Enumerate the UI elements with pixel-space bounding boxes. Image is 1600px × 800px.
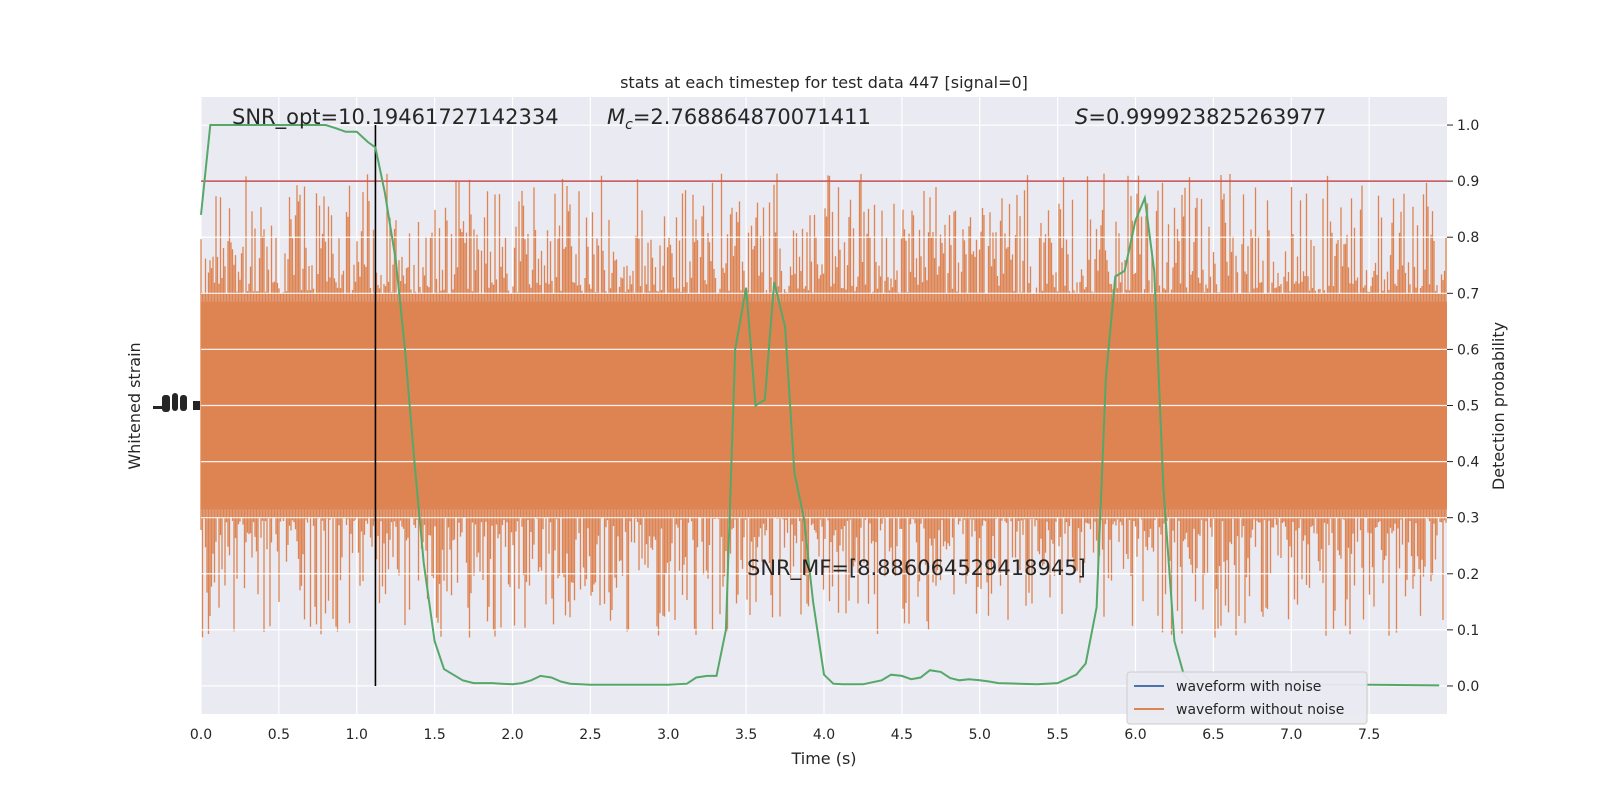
legend: waveform with noise waveform without noi… xyxy=(1126,671,1368,725)
legend-label-with-noise: waveform with noise xyxy=(1176,679,1321,695)
x-tick-label: 0.5 xyxy=(268,727,290,743)
x-tick-label: 6.5 xyxy=(1202,727,1224,743)
x-tick-label: 2.0 xyxy=(501,727,523,743)
snr-mf-annotation: SNR_MF=[8.886064529418945] xyxy=(747,556,1086,581)
chirp-mass-subscript: c xyxy=(625,117,633,133)
x-tick-label: 7.0 xyxy=(1280,727,1302,743)
right-tick-label: 0.7 xyxy=(1457,286,1479,302)
x-axis-label: Time (s) xyxy=(790,749,856,768)
right-tick-label: 0.3 xyxy=(1457,511,1479,527)
right-tick-label: 0.6 xyxy=(1457,342,1479,358)
legend-label-without-noise: waveform without noise xyxy=(1176,702,1344,718)
x-tick-label: 6.0 xyxy=(1124,727,1146,743)
right-axis-ticks: 0.0 0.1 0.2 0.3 0.4 0.5 0.6 0.7 0.8 0.9 1.0 xyxy=(1447,118,1479,695)
chart-title: stats at each timestep for test data 447… xyxy=(620,73,1028,92)
left-axis-tick-cluster xyxy=(153,393,200,412)
right-tick-label: 0.0 xyxy=(1457,679,1479,695)
legend-box xyxy=(1126,671,1368,725)
x-tick-label: 7.5 xyxy=(1358,727,1380,743)
s-symbol: S xyxy=(1075,105,1088,129)
x-tick-label: 0.0 xyxy=(190,727,212,743)
x-tick-label: 1.5 xyxy=(423,727,445,743)
right-tick-label: 0.4 xyxy=(1457,455,1479,471)
chirp-mass-symbol: M xyxy=(607,105,625,129)
x-tick-label: 4.0 xyxy=(813,727,835,743)
right-tick-label: 0.9 xyxy=(1457,174,1479,190)
x-tick-label: 2.5 xyxy=(579,727,601,743)
s-value: =0.999923825263977 xyxy=(1088,105,1326,129)
right-tick-label: 0.8 xyxy=(1457,230,1479,246)
snr-opt-annotation: SNR_opt=10.19461727142334 xyxy=(232,105,559,130)
right-tick-label: 1.0 xyxy=(1457,118,1479,134)
right-tick-label: 0.5 xyxy=(1457,399,1479,415)
right-y-axis-label: Detection probability xyxy=(1489,322,1508,490)
x-tick-label: 3.5 xyxy=(735,727,757,743)
right-tick-label: 0.1 xyxy=(1457,623,1479,639)
x-tick-label: 4.5 xyxy=(891,727,913,743)
overlay-layer xyxy=(201,124,1447,687)
right-tick-label: 0.2 xyxy=(1457,567,1479,583)
x-tick-label: 5.0 xyxy=(969,727,991,743)
x-tick-label: 5.5 xyxy=(1046,727,1068,743)
left-y-axis-label: Whitened strain xyxy=(125,342,144,469)
s-annotation: S=0.999923825263977 xyxy=(1075,105,1326,129)
x-axis-ticks: 0.0 0.5 1.0 1.5 2.0 2.5 3.0 3.5 4.0 4.5 5.0 5.5 6.0 6… xyxy=(190,727,1380,743)
x-tick-label: 1.0 xyxy=(346,727,368,743)
chirp-mass-annotation: Mc=2.768864870071411 xyxy=(607,105,871,133)
chirp-mass-value: =2.768864870071411 xyxy=(633,105,871,129)
detection-probability-line xyxy=(200,124,1440,687)
x-tick-label: 3.0 xyxy=(657,727,679,743)
